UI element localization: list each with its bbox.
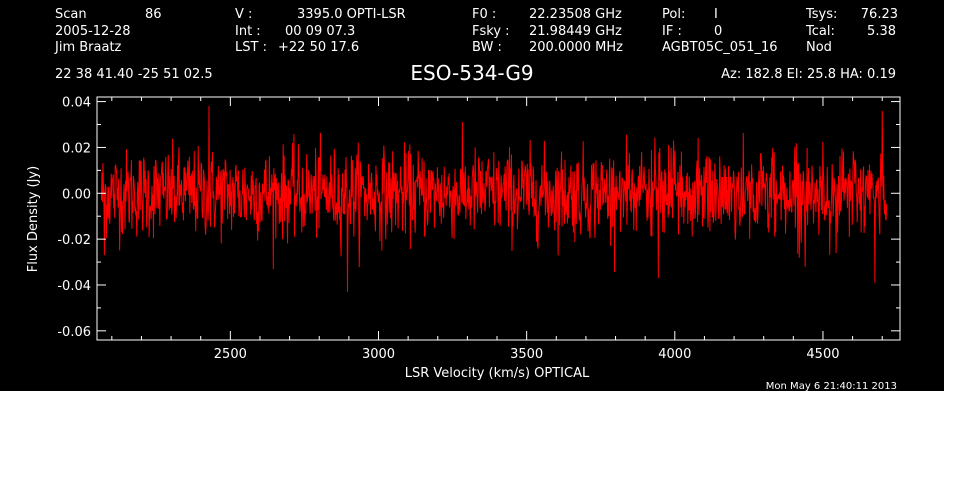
- plot-frame: [96, 96, 901, 341]
- x-axis-ticks: 2500 3000 3500 4000 4500: [111, 97, 883, 362]
- int-value: 00 09 07.3: [285, 24, 355, 39]
- y-axis-label: Flux Density (Jy): [26, 166, 41, 272]
- x-tick-label: 4500: [806, 347, 839, 362]
- y-tick-label: 0.04: [62, 96, 91, 111]
- source-coordinates: 22 38 41.40 -25 51 02.5: [55, 67, 213, 82]
- x-tick-label: 2500: [214, 347, 247, 362]
- source-name: ESO-534-G9: [410, 61, 533, 85]
- lst-value: +22 50 17.6: [278, 40, 359, 55]
- y-tick-label: 0.00: [62, 187, 91, 202]
- tsys-label: Tsys:: [805, 7, 837, 22]
- x-tick-label: 4000: [658, 347, 691, 362]
- scan-value: 86: [145, 7, 162, 22]
- pol-label: Pol:: [662, 7, 685, 22]
- obs-mode: Nod: [806, 40, 832, 55]
- trace-layer: [100, 106, 888, 292]
- y-tick-label: 0.02: [62, 141, 91, 156]
- y-tick-label: -0.02: [57, 233, 91, 248]
- tsys-value: 76.23: [861, 7, 898, 22]
- az-el-ha: Az: 182.8 El: 25.8 HA: 0.19: [721, 67, 896, 82]
- pol-value: I: [714, 7, 718, 22]
- y-tick-label: -0.04: [57, 279, 91, 294]
- spectrum-panel: Scan 86 2005-12-28 Jim Braatz V : 3395.0…: [0, 0, 944, 392]
- timestamp: Mon May 6 21:40:11 2013: [766, 381, 897, 391]
- scan-label: Scan: [55, 7, 87, 22]
- v-label: V :: [235, 7, 252, 22]
- project-id: AGBT05C_051_16: [662, 40, 778, 55]
- if-value: 0: [714, 24, 722, 39]
- tcal-label: Tcal:: [805, 24, 835, 39]
- header: Scan 86 2005-12-28 Jim Braatz V : 3395.0…: [54, 7, 898, 85]
- bw-value: 200.0000 MHz: [529, 40, 623, 55]
- v-value: 3395.0 OPTI-LSR: [297, 7, 406, 22]
- lst-label: LST :: [235, 40, 267, 55]
- f0-value: 22.23508 GHz: [529, 7, 622, 22]
- bw-label: BW :: [472, 40, 502, 55]
- x-tick-label: 3000: [362, 347, 395, 362]
- x-axis-label: LSR Velocity (km/s) OPTICAL: [405, 366, 590, 381]
- x-tick-label: 3500: [510, 347, 543, 362]
- f0-label: F0 :: [472, 7, 496, 22]
- y-axis-ticks: 0.04 0.02 0.00 -0.02 -0.04 -0.06: [57, 96, 900, 340]
- observer: Jim Braatz: [54, 40, 122, 55]
- tcal-value: 5.38: [867, 24, 896, 39]
- y-tick-label: -0.06: [57, 325, 91, 340]
- if-label: IF :: [662, 24, 682, 39]
- spectrum-chart: Scan 86 2005-12-28 Jim Braatz V : 3395.0…: [26, 7, 901, 391]
- int-label: Int :: [235, 24, 261, 39]
- spectrum-trace: [100, 106, 888, 292]
- fsky-value: 21.98449 GHz: [529, 24, 622, 39]
- obs-date: 2005-12-28: [55, 24, 131, 39]
- fsky-label: Fsky :: [472, 24, 510, 39]
